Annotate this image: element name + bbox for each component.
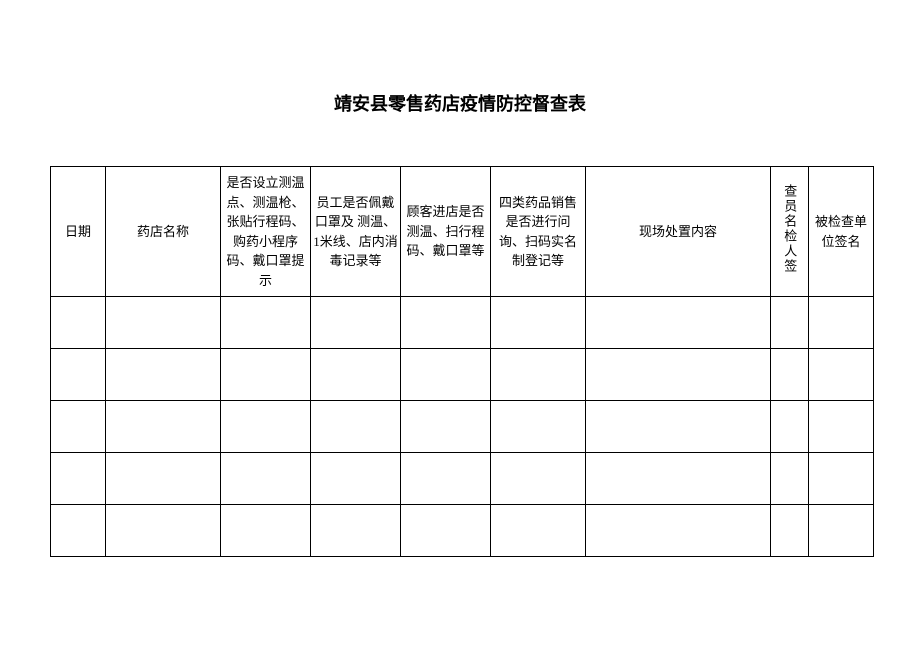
cell-date	[51, 401, 106, 453]
cell-unit-sign	[809, 297, 874, 349]
cell-check4	[491, 349, 586, 401]
cell-check1	[221, 349, 311, 401]
cell-check4	[491, 401, 586, 453]
cell-check2	[311, 505, 401, 557]
cell-inspector-sign	[771, 505, 809, 557]
cell-check4	[491, 297, 586, 349]
cell-check4	[491, 505, 586, 557]
cell-store-name	[106, 297, 221, 349]
page-container: 靖安县零售药店疫情防控督查表 日期 药店名称 是否设立测温点、测温枪、张贴行程码…	[0, 0, 920, 597]
cell-date	[51, 505, 106, 557]
table-row	[51, 349, 874, 401]
cell-check4	[491, 453, 586, 505]
cell-date	[51, 349, 106, 401]
cell-unit-sign	[809, 453, 874, 505]
inspection-table: 日期 药店名称 是否设立测温点、测温枪、张贴行程码、购药小程序码、戴口罩提示 员…	[50, 166, 874, 557]
table-row	[51, 297, 874, 349]
cell-content	[586, 297, 771, 349]
cell-check3	[401, 297, 491, 349]
cell-check1	[221, 297, 311, 349]
cell-check3	[401, 453, 491, 505]
cell-content	[586, 401, 771, 453]
table-row	[51, 505, 874, 557]
cell-store-name	[106, 349, 221, 401]
col-header-inspector-sign: 查员名检人签	[771, 167, 809, 297]
cell-check2	[311, 297, 401, 349]
cell-store-name	[106, 505, 221, 557]
cell-inspector-sign	[771, 453, 809, 505]
page-title: 靖安县零售药店疫情防控督查表	[50, 90, 870, 116]
cell-inspector-sign	[771, 349, 809, 401]
cell-unit-sign	[809, 505, 874, 557]
col-header-unit-sign: 被检查单位签名	[809, 167, 874, 297]
cell-content	[586, 505, 771, 557]
cell-date	[51, 297, 106, 349]
cell-check3	[401, 349, 491, 401]
table-row	[51, 401, 874, 453]
cell-unit-sign	[809, 401, 874, 453]
table-body	[51, 297, 874, 557]
cell-check2	[311, 453, 401, 505]
col-header-check2: 员工是否佩戴口罩及 测温、1米线、店内消毒记录等	[311, 167, 401, 297]
cell-content	[586, 453, 771, 505]
cell-inspector-sign	[771, 401, 809, 453]
table-row	[51, 453, 874, 505]
cell-inspector-sign	[771, 297, 809, 349]
inspector-sign-label: 查员名检人签	[780, 184, 800, 274]
cell-check2	[311, 349, 401, 401]
cell-check3	[401, 505, 491, 557]
col-header-date: 日期	[51, 167, 106, 297]
cell-check1	[221, 505, 311, 557]
col-header-content: 现场处置内容	[586, 167, 771, 297]
cell-unit-sign	[809, 349, 874, 401]
col-header-check4: 四类药品销售是否进行问询、扫码实名制登记等	[491, 167, 586, 297]
cell-check1	[221, 453, 311, 505]
cell-date	[51, 453, 106, 505]
cell-check1	[221, 401, 311, 453]
cell-content	[586, 349, 771, 401]
cell-store-name	[106, 453, 221, 505]
col-header-store-name: 药店名称	[106, 167, 221, 297]
col-header-check1: 是否设立测温点、测温枪、张贴行程码、购药小程序码、戴口罩提示	[221, 167, 311, 297]
col-header-check3: 顾客进店是否测温、扫行程码、戴口罩等	[401, 167, 491, 297]
cell-check2	[311, 401, 401, 453]
cell-check3	[401, 401, 491, 453]
cell-store-name	[106, 401, 221, 453]
table-header-row: 日期 药店名称 是否设立测温点、测温枪、张贴行程码、购药小程序码、戴口罩提示 员…	[51, 167, 874, 297]
